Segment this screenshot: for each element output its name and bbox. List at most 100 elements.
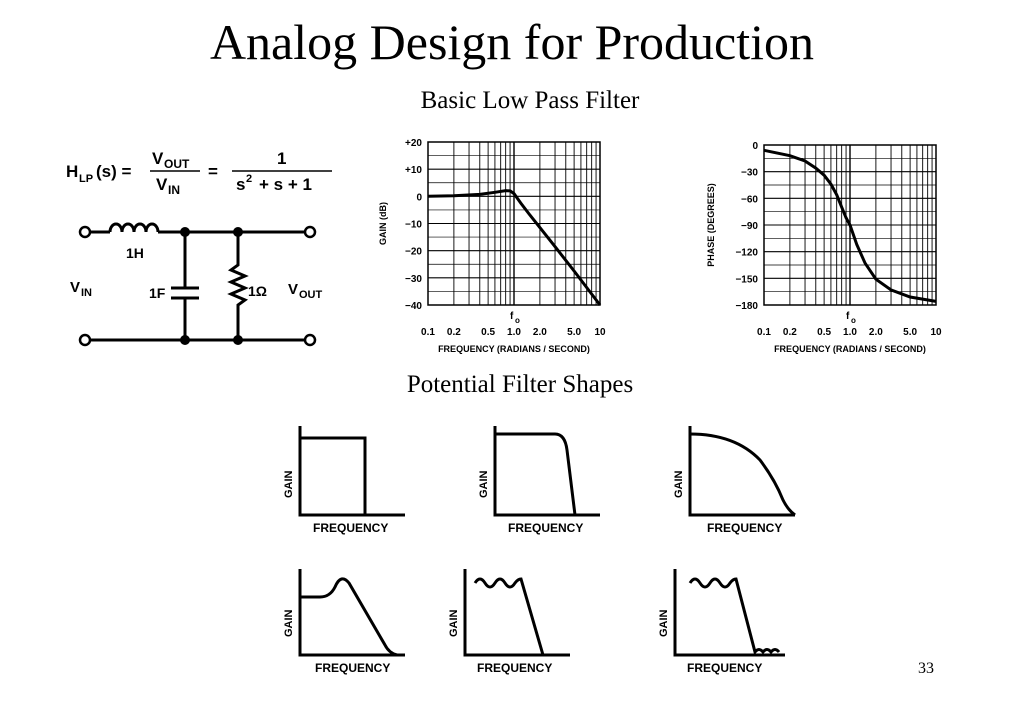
fo-marker: f: [510, 311, 514, 322]
shape-elliptic-ripple: GAIN FREQUENCY: [658, 569, 785, 675]
shape-gradual-rolloff: GAIN FREQUENCY: [673, 426, 796, 535]
y-tick-label: −10: [405, 220, 422, 231]
gain-label: GAIN: [658, 609, 670, 637]
x-tick-label: 1.0: [507, 327, 521, 338]
response-curve: [300, 577, 398, 657]
formula-vout-sub: OUT: [164, 157, 190, 171]
input-terminal-top: [78, 225, 92, 239]
y-tick-label: +10: [405, 165, 422, 176]
gain-label: GAIN: [283, 609, 295, 637]
resistor-symbol: [227, 232, 249, 340]
x-tick-label: 0.5: [481, 327, 495, 338]
y-tick-label: −180: [735, 301, 758, 312]
y-tick-label: −40: [405, 301, 422, 312]
response-curve: [495, 432, 577, 516]
junction-dot: [180, 335, 190, 345]
shape-ideal-brickwall: GAIN FREQUENCY: [283, 426, 405, 535]
formula-equals: =: [208, 162, 218, 181]
output-terminal-top: [303, 225, 317, 239]
x-tick-label: 1.0: [843, 327, 857, 338]
response-curve: [300, 436, 367, 515]
x-tick-label: 10: [930, 327, 942, 338]
x-tick-label: 0.5: [817, 327, 831, 338]
formula-vout: V: [152, 149, 164, 168]
y-axis-label: PHASE (DEGREES): [706, 183, 716, 267]
x-tick-label: 5.0: [567, 327, 581, 338]
fo-marker: f: [846, 311, 850, 322]
phase-curve: [763, 148, 937, 303]
junction-dot: [180, 227, 190, 237]
formula-h-arg: (s) =: [96, 162, 132, 181]
frequency-label: FREQUENCY: [707, 521, 782, 535]
frequency-label: FREQUENCY: [687, 661, 762, 675]
y-axis-label: GAIN (dB): [378, 202, 388, 245]
formula-exp: 2: [246, 173, 252, 185]
response-curve: [473, 577, 545, 656]
vout-label: V: [288, 281, 298, 298]
y-tick-label: −20: [405, 247, 422, 258]
gain-curve: [427, 189, 602, 306]
x-tick-label: 10: [594, 327, 606, 338]
page-number: 33: [918, 660, 934, 677]
x-axis-label: FREQUENCY (RADIANS / SECOND): [438, 344, 590, 354]
gain-chart: +20 +10 0 −10 −20 −30 −40 0.1 0.2 0.5 1.0 2.0 5.0 10…: [378, 138, 606, 354]
lc-filter-circuit: 1H 1F 1Ω V IN V OUT: [70, 222, 323, 347]
y-tick-label: 0: [416, 192, 422, 203]
vin-sub: IN: [81, 287, 92, 299]
frequency-label: FREQUENCY: [313, 521, 388, 535]
y-tick-label: +20: [405, 138, 422, 149]
y-tick-label: −30: [741, 168, 758, 179]
shape-peaked: GAIN FREQUENCY: [283, 569, 405, 675]
junction-dot: [233, 335, 243, 345]
junction-dot: [233, 227, 243, 237]
response-curve: [688, 577, 781, 656]
vin-label: V: [70, 279, 80, 296]
shape-sharp-rolloff: GAIN FREQUENCY: [478, 426, 600, 535]
inductor-symbol: [108, 222, 160, 233]
formula-vin: V: [156, 175, 168, 194]
gain-label: GAIN: [448, 609, 460, 637]
x-tick-label: 0.1: [757, 327, 771, 338]
formula-s: s: [236, 175, 245, 194]
output-terminal-bottom: [303, 333, 317, 347]
y-tick-label: −90: [741, 221, 758, 232]
x-tick-label: 0.2: [783, 327, 797, 338]
x-tick-label: 2.0: [533, 327, 547, 338]
x-tick-label: 2.0: [869, 327, 883, 338]
section-subtitle-basic-filter: Basic Low Pass Filter: [420, 87, 640, 114]
frequency-label: FREQUENCY: [315, 661, 390, 675]
formula-vin-sub: IN: [168, 183, 180, 197]
phase-chart: 0 −30 −60 −90 −120 −150 −180 0.1 0.2 0.5 1.0 2.0 5.…: [706, 141, 942, 354]
formula-h: H: [66, 162, 78, 181]
x-axis-label: FREQUENCY (RADIANS / SECOND): [774, 344, 926, 354]
section-subtitle-filter-shapes: Potential Filter Shapes: [406, 371, 634, 398]
shape-passband-ripple: GAIN FREQUENCY: [448, 569, 570, 675]
x-tick-label: 0.1: [421, 327, 435, 338]
transfer-function-formula: H LP (s) = V OUT V IN = 1 s 2 + s + 1: [66, 149, 332, 197]
fo-marker-sub: o: [515, 316, 520, 325]
resistor-label: 1Ω: [248, 283, 267, 299]
y-tick-label: −150: [735, 274, 758, 285]
frequency-label: FREQUENCY: [477, 661, 552, 675]
formula-one: 1: [277, 149, 286, 168]
input-terminal-bottom: [78, 333, 92, 347]
formula-h-sub: LP: [79, 173, 93, 185]
gain-label: GAIN: [673, 470, 685, 498]
capacitor-symbol: [171, 232, 199, 340]
fo-marker-sub: o: [851, 316, 856, 325]
x-tick-label: 0.2: [447, 327, 461, 338]
y-tick-label: 0: [752, 141, 758, 152]
gain-label: GAIN: [283, 470, 295, 498]
formula-den-rest: + s + 1: [259, 175, 312, 194]
page-title: Analog Design for Production: [209, 14, 815, 70]
frequency-label: FREQUENCY: [508, 521, 583, 535]
x-tick-label: 5.0: [903, 327, 917, 338]
y-tick-label: −120: [735, 248, 758, 259]
capacitor-label: 1F: [149, 285, 166, 301]
plot-frame: [427, 141, 601, 306]
gain-label: GAIN: [478, 470, 490, 498]
inductor-label: 1H: [126, 245, 144, 261]
y-tick-label: −30: [405, 274, 422, 285]
response-curve: [689, 432, 796, 517]
y-tick-label: −60: [741, 194, 758, 205]
